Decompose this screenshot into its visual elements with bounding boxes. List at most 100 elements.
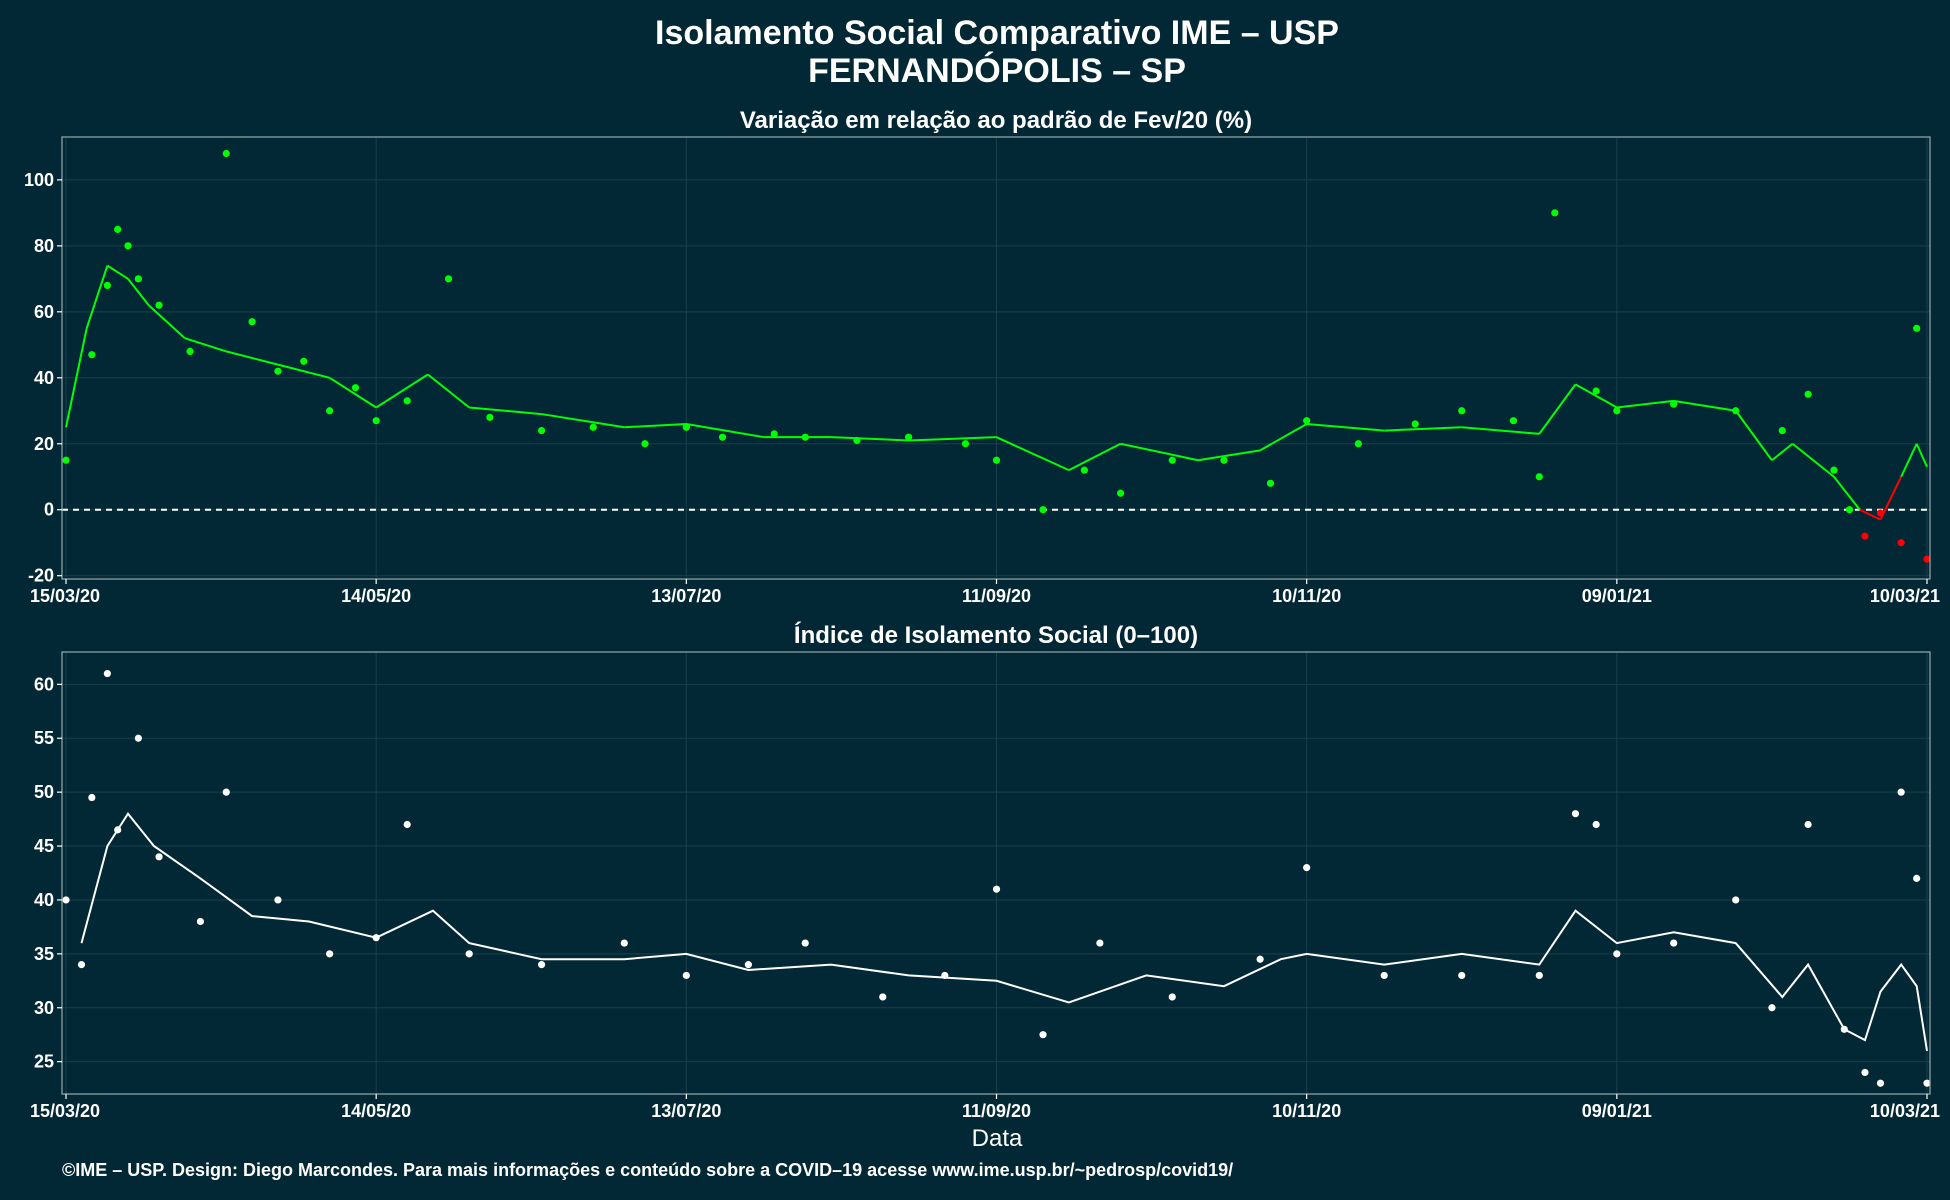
data-point [444, 275, 453, 283]
data-point [1670, 939, 1678, 947]
x-tick-label: 09/01/21 [1582, 586, 1652, 606]
data-point [1380, 971, 1388, 980]
chart-subtitle: FERNANDÓPOLIS – SP [808, 52, 1186, 90]
data-point [1592, 387, 1600, 395]
data-point [1168, 993, 1176, 1001]
data-point [351, 384, 360, 392]
trend-line-segment [1068, 442, 1122, 472]
data-point [1804, 390, 1812, 398]
y-tick-label: 20 [34, 434, 54, 454]
trend-line-segment [226, 350, 279, 366]
data-point [403, 397, 411, 405]
y-tick-label: 45 [34, 836, 54, 856]
trend-line-segment [1384, 426, 1462, 432]
chart-title: Isolamento Social Comparativo IME – USP [655, 14, 1339, 52]
trend-line-segment [1833, 476, 1861, 511]
data-point [801, 939, 809, 947]
data-point [1613, 407, 1621, 415]
trend-line-segment [1673, 399, 1736, 412]
x-tick-label: 10/03/21 [1870, 586, 1940, 606]
data-point [88, 351, 96, 359]
trend-line-segment [65, 328, 88, 428]
data-point [1897, 539, 1905, 547]
trend-line-segment [1616, 399, 1674, 409]
data-point [1768, 1004, 1776, 1012]
data-point [1354, 440, 1362, 448]
data-point [77, 961, 86, 969]
x-tick-label: 15/03/20 [30, 1101, 100, 1121]
y-tick-label: 60 [34, 674, 54, 694]
y-tick-label: 50 [34, 782, 54, 802]
data-point [620, 939, 628, 947]
data-point [88, 793, 96, 802]
x-tick-label: 14/05/20 [341, 1101, 411, 1121]
trend-line-segment [908, 436, 997, 442]
data-point [196, 917, 205, 926]
trend-line-segment [427, 373, 470, 409]
data-point [744, 961, 752, 969]
x-tick-label: 11/09/20 [962, 1101, 1031, 1121]
data-point [372, 417, 380, 425]
data-point [1039, 506, 1047, 514]
trend-line-segment [1879, 476, 1903, 521]
data-point [905, 433, 913, 441]
data-point [248, 318, 256, 326]
data-point [682, 971, 690, 980]
trend-line-segment [148, 304, 186, 339]
data-point [589, 423, 597, 431]
data-point [62, 896, 70, 904]
data-point [1535, 473, 1543, 481]
data-point [1411, 420, 1419, 428]
data-point [1861, 1068, 1869, 1077]
trend-line-segment [1461, 426, 1540, 435]
trend-line-segment [469, 406, 542, 416]
data-point [1458, 407, 1466, 415]
y-tick-label: 55 [34, 728, 54, 748]
data-point [326, 407, 334, 415]
data-point [1551, 209, 1559, 217]
data-point [1220, 456, 1228, 464]
trend-line-segment [1791, 442, 1835, 478]
y-tick-label: 100 [24, 170, 54, 190]
data-point [1923, 555, 1931, 563]
data-point [274, 367, 282, 375]
y-tick-label: 25 [34, 1052, 54, 1072]
trend-line-segment [1259, 423, 1308, 452]
data-point [1571, 810, 1580, 818]
trend-line-segment [1900, 443, 1918, 478]
data-point [1116, 489, 1125, 497]
data-point [465, 950, 473, 958]
trend-line-segment [85, 265, 109, 329]
data-point [186, 347, 194, 356]
trend-line-segment [1574, 383, 1618, 409]
trend-line-segment [624, 422, 687, 429]
data-point [124, 242, 132, 250]
data-point [486, 413, 494, 421]
data-point [1458, 971, 1466, 980]
data-point [718, 433, 727, 441]
trend-line-segment [686, 422, 765, 439]
x-tick-label: 10/11/20 [1272, 586, 1341, 606]
data-point [537, 426, 546, 435]
footer-credit: ©IME – USP. Design: Diego Marcondes. Par… [62, 1160, 1233, 1180]
data-point [1670, 400, 1678, 408]
data-point [114, 225, 122, 233]
trend-line-segment [1859, 508, 1881, 521]
trend-line-segment [127, 278, 150, 306]
trend-line-segment [1538, 383, 1577, 435]
y-tick-label: 60 [34, 302, 54, 322]
trend-line-segment [831, 436, 909, 442]
trend-line [80, 811, 1928, 1052]
trend-line-segment [541, 413, 625, 429]
x-tick-label: 14/05/20 [341, 586, 411, 606]
data-point [1266, 479, 1275, 487]
data-point [1303, 417, 1311, 425]
y-tick-label: 35 [34, 944, 54, 964]
y-tick-label: 80 [34, 236, 54, 256]
data-point [1613, 950, 1621, 958]
data-point [155, 301, 163, 309]
trend-line-segment [375, 373, 429, 409]
data-point [274, 896, 282, 904]
data-point [1830, 466, 1838, 474]
data-point [1913, 874, 1921, 882]
